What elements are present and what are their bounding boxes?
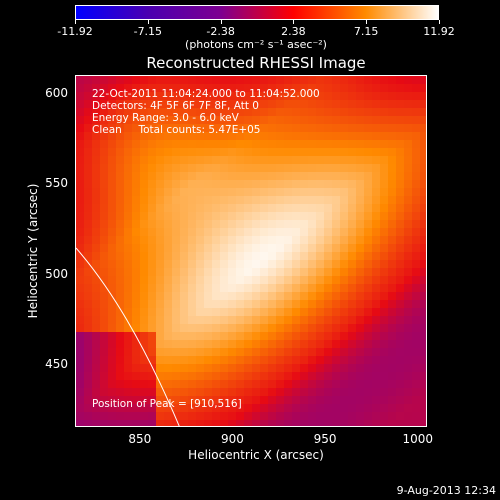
colorbar [75, 5, 439, 20]
time-range-annotation: 22-Oct-2011 11:04:24.000 to 11:04:52.000 [92, 88, 320, 100]
colorbar-tick [366, 20, 368, 24]
y-tick-label: 550 [45, 176, 68, 191]
colorbar-tick-label: 2.38 [281, 25, 306, 38]
y-axis-label: Heliocentric Y (arcsec) [26, 183, 40, 319]
colorbar-tick-label: 7.15 [353, 25, 379, 38]
colorbar-tick [220, 20, 222, 24]
footer-timestamp: 9-Aug-2013 12:34 [396, 484, 496, 497]
heatmap-cells [76, 76, 426, 426]
heatmap-image [76, 76, 426, 426]
colorbar-tick [293, 20, 295, 24]
colorbar-tick [439, 20, 440, 24]
x-tick-label: 900 [221, 432, 244, 446]
colorbar-units: (photons cm⁻² s⁻¹ asec⁻²) [185, 38, 327, 51]
colorbar-tick [75, 20, 76, 24]
clean-counts-annotation: Clean Total counts: 5.47E+05 [92, 124, 261, 136]
detectors-annotation: Detectors: 4F 5F 6F 7F 8F, Att 0 [92, 100, 259, 112]
plot-area [75, 75, 427, 427]
y-tick-label: 450 [45, 356, 68, 371]
colorbar-tick-label: -2.38 [206, 25, 235, 38]
y-tick-label: 500 [45, 266, 68, 281]
colorbar-tick-label: 11.92 [423, 25, 455, 38]
chart-title: Reconstructed RHESSI Image [146, 54, 366, 72]
colorbar-tick-label: -7.15 [133, 25, 163, 38]
peak-position-annotation: Position of Peak = [910,516] [92, 398, 242, 410]
x-tick-label: 850 [128, 432, 152, 446]
colorbar-tick-label: -11.92 [57, 25, 93, 38]
y-tick-label: 600 [45, 86, 68, 101]
x-tick-label: 1000 [402, 432, 434, 446]
x-tick-label: 950 [313, 432, 337, 446]
x-axis-label: Heliocentric X (arcsec) [188, 448, 324, 462]
colorbar-tick [147, 20, 149, 24]
energy-range-annotation: Energy Range: 3.0 - 6.0 keV [92, 112, 239, 124]
solar-limb-line [76, 247, 180, 426]
